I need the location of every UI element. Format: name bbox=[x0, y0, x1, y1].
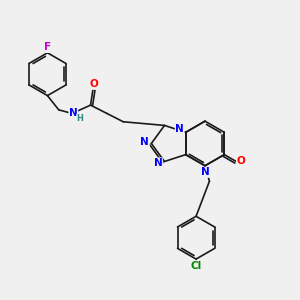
Text: F: F bbox=[44, 43, 51, 52]
Text: N: N bbox=[201, 167, 209, 177]
Text: H: H bbox=[77, 114, 84, 123]
Text: N: N bbox=[69, 108, 78, 118]
Text: N: N bbox=[176, 124, 184, 134]
Text: O: O bbox=[89, 79, 98, 89]
Text: Cl: Cl bbox=[190, 261, 202, 271]
Text: N: N bbox=[154, 158, 162, 168]
Text: N: N bbox=[140, 137, 149, 147]
Text: O: O bbox=[237, 156, 245, 166]
